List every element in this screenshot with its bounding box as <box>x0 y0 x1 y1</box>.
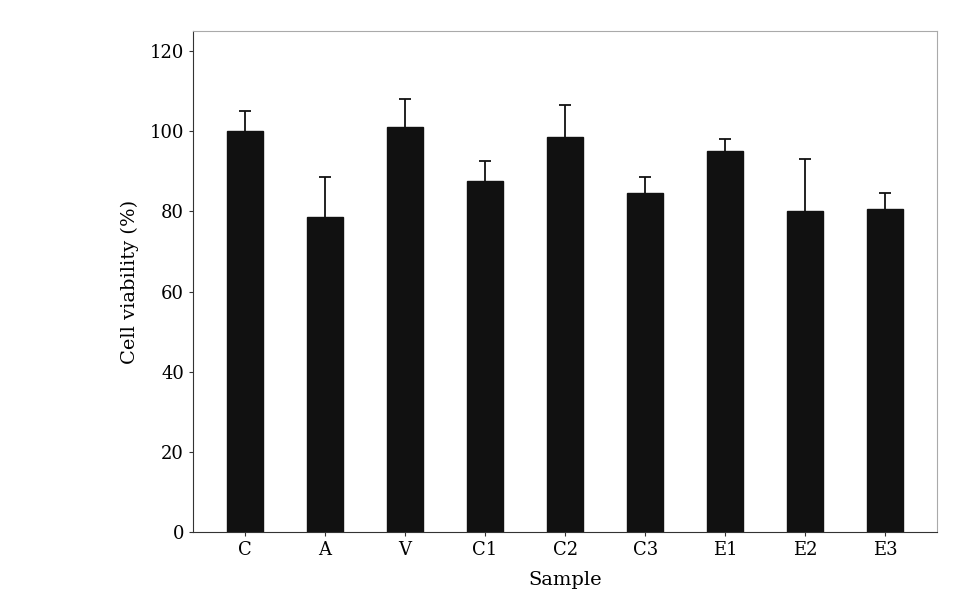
Bar <box>227 131 263 532</box>
Bar <box>707 151 743 532</box>
Bar <box>468 181 503 532</box>
X-axis label: Sample: Sample <box>528 570 602 589</box>
Bar <box>627 193 663 532</box>
Bar <box>547 137 583 532</box>
Bar <box>307 217 343 532</box>
Bar <box>787 211 823 532</box>
Bar <box>867 209 903 532</box>
Bar <box>387 127 423 532</box>
Y-axis label: Cell viability (%): Cell viability (%) <box>121 200 138 364</box>
